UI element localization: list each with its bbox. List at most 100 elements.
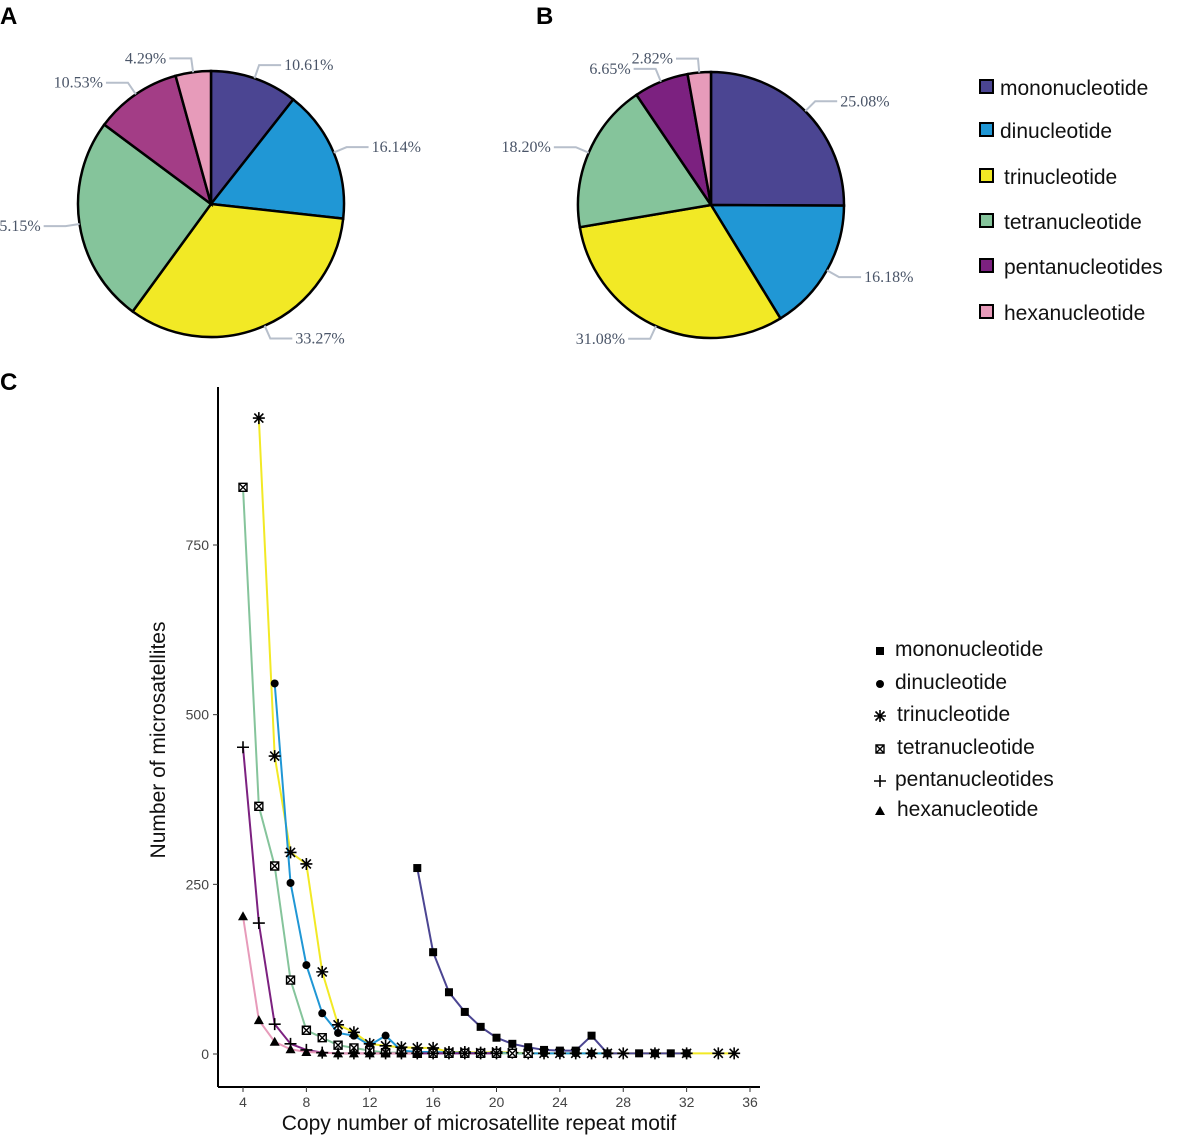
data-point-trinucleotide <box>379 1039 392 1052</box>
leader-line <box>804 100 838 112</box>
pie-slice-hexanucleotide <box>686 70 713 206</box>
data-point-mononucleotide <box>492 1033 501 1042</box>
y-tick-label: 250 <box>186 876 210 892</box>
y-tick-label: 0 <box>201 1046 209 1062</box>
data-point-mononucleotide <box>666 1049 675 1058</box>
x-tick-label: 28 <box>615 1094 631 1110</box>
x-tick-label: 36 <box>742 1094 758 1110</box>
slice-label: 16.14% <box>372 139 421 156</box>
data-point-mononucleotide <box>444 988 453 997</box>
legend-swatch-pentanucleotides <box>979 258 994 273</box>
data-point-mononucleotide <box>524 1043 533 1052</box>
legend-swatch-tetranucleotide <box>979 213 994 228</box>
data-point-pentanucleotides <box>252 917 265 930</box>
leader-line <box>633 67 662 83</box>
data-point-mononucleotide <box>413 864 422 873</box>
pie-slice-dinucleotide <box>708 203 846 321</box>
slice-label: 33.27% <box>295 331 344 348</box>
data-point-tetranucleotide <box>301 1025 312 1035</box>
data-point-mononucleotide <box>587 1031 596 1040</box>
data-point-hexanucleotide <box>333 1048 344 1058</box>
x-tick-label: 4 <box>239 1094 247 1110</box>
legend-label-dinucleotide: dinucleotide <box>1000 120 1112 143</box>
data-point-dinucleotide <box>286 878 295 887</box>
data-point-dinucleotide <box>318 1009 327 1018</box>
legend-swatch-dinucleotide <box>979 122 994 137</box>
slice-label: 16.18% <box>864 269 913 286</box>
data-point-trinucleotide <box>617 1047 630 1060</box>
pie-slice-trinucleotide <box>130 202 345 339</box>
line-chart-c: 4 8 12 16 20 24 28 32 36 0 250 500 750 Copy number of… <box>147 387 760 1135</box>
leader-line <box>169 57 195 73</box>
data-point-tetranucleotide <box>285 975 296 985</box>
legend-item-trinucleotide: trinucleotide <box>874 703 1010 726</box>
legend-marker-hexanucleotide <box>875 806 885 815</box>
data-point-hexanucleotide <box>412 1048 423 1058</box>
legend-label-pentanucleotides: pentanucleotides <box>895 768 1054 791</box>
y-tick-label: 750 <box>186 537 210 553</box>
data-point-mononucleotide <box>429 948 438 957</box>
data-point-hexanucleotide <box>380 1048 391 1058</box>
data-point-trinucleotide <box>300 857 313 870</box>
legend-label-tetranucleotide: tetranucleotide <box>1004 211 1142 234</box>
pie-chart-a: 10.61% 16.14% 33.27% 25.15% 10.53% 4.29% <box>0 50 421 347</box>
data-point-mononucleotide <box>571 1046 580 1055</box>
legend-swatch-mononucleotide <box>979 79 994 94</box>
series-line-tetranucleotide <box>242 487 529 1055</box>
data-point-trinucleotide <box>332 1018 345 1031</box>
slice-label: 25.08% <box>840 93 889 110</box>
data-point-mononucleotide <box>650 1049 659 1058</box>
data-point-pentanucleotides <box>442 1047 455 1060</box>
data-point-dinucleotide <box>270 679 279 688</box>
legend-item-hexanucleotide: hexanucleotide <box>875 798 1038 821</box>
data-point-trinucleotide <box>728 1047 741 1060</box>
x-tick-label: 8 <box>302 1094 310 1110</box>
legend-label-tetranucleotide: tetranucleotide <box>897 736 1035 759</box>
slice-label: 6.65% <box>589 61 630 78</box>
data-point-dinucleotide <box>587 1049 596 1058</box>
leader-line <box>43 222 80 228</box>
slice-label: 18.20% <box>502 139 551 156</box>
data-point-tetranucleotide <box>317 1033 327 1043</box>
legend-swatch-trinucleotide <box>979 168 994 183</box>
leader-line <box>628 325 657 340</box>
data-point-trinucleotide <box>712 1047 725 1060</box>
slice-label: 10.61% <box>284 57 333 74</box>
data-point-hexanucleotide <box>301 1046 312 1056</box>
y-tick-label: 500 <box>186 707 210 723</box>
data-point-mononucleotide <box>460 1007 469 1016</box>
panel-label-a: A <box>0 3 17 30</box>
pie-slice-mononucleotide <box>209 69 296 208</box>
data-point-hexanucleotide <box>364 1048 375 1058</box>
legend-label-dinucleotide: dinucleotide <box>895 671 1007 694</box>
data-point-dinucleotide <box>381 1031 390 1040</box>
slice-label: 10.53% <box>54 75 103 92</box>
legend-marker-trinucleotide <box>874 710 886 722</box>
x-tick-label: 16 <box>425 1094 441 1110</box>
data-point-tetranucleotide <box>333 1040 343 1050</box>
legend-marker-dinucleotide <box>876 680 884 688</box>
leader-line <box>263 325 293 340</box>
data-point-dinucleotide <box>334 1028 343 1037</box>
x-tick-label: 20 <box>489 1094 505 1110</box>
leader-line <box>253 64 282 79</box>
slice-label: 4.29% <box>125 50 166 67</box>
legend-label-mononucleotide: mononucleotide <box>895 638 1043 661</box>
x-axis-label: Copy number of microsatellite repeat mot… <box>282 1112 677 1135</box>
data-point-hexanucleotide <box>238 911 248 921</box>
y-axis-label: Number of microsatellites <box>147 622 170 859</box>
data-point-tetranucleotide <box>238 482 248 493</box>
data-point-mononucleotide <box>603 1049 612 1058</box>
legend-swatch-hexanucleotide <box>979 304 994 319</box>
series-line-trinucleotide <box>257 418 735 1055</box>
data-point-mononucleotide <box>682 1049 691 1058</box>
data-point-tetranucleotide <box>507 1048 518 1059</box>
pie-slice-dinucleotide <box>208 97 346 220</box>
legend-label-hexanucleotide: hexanucleotide <box>897 798 1038 821</box>
legend-item-dinucleotide: dinucleotide <box>876 671 1007 694</box>
data-point-dinucleotide <box>349 1031 358 1040</box>
legend-item-pentanucleotides: pentanucleotides <box>874 768 1054 791</box>
series-line-mononucleotide <box>416 867 687 1055</box>
data-point-hexanucleotide <box>348 1048 359 1058</box>
